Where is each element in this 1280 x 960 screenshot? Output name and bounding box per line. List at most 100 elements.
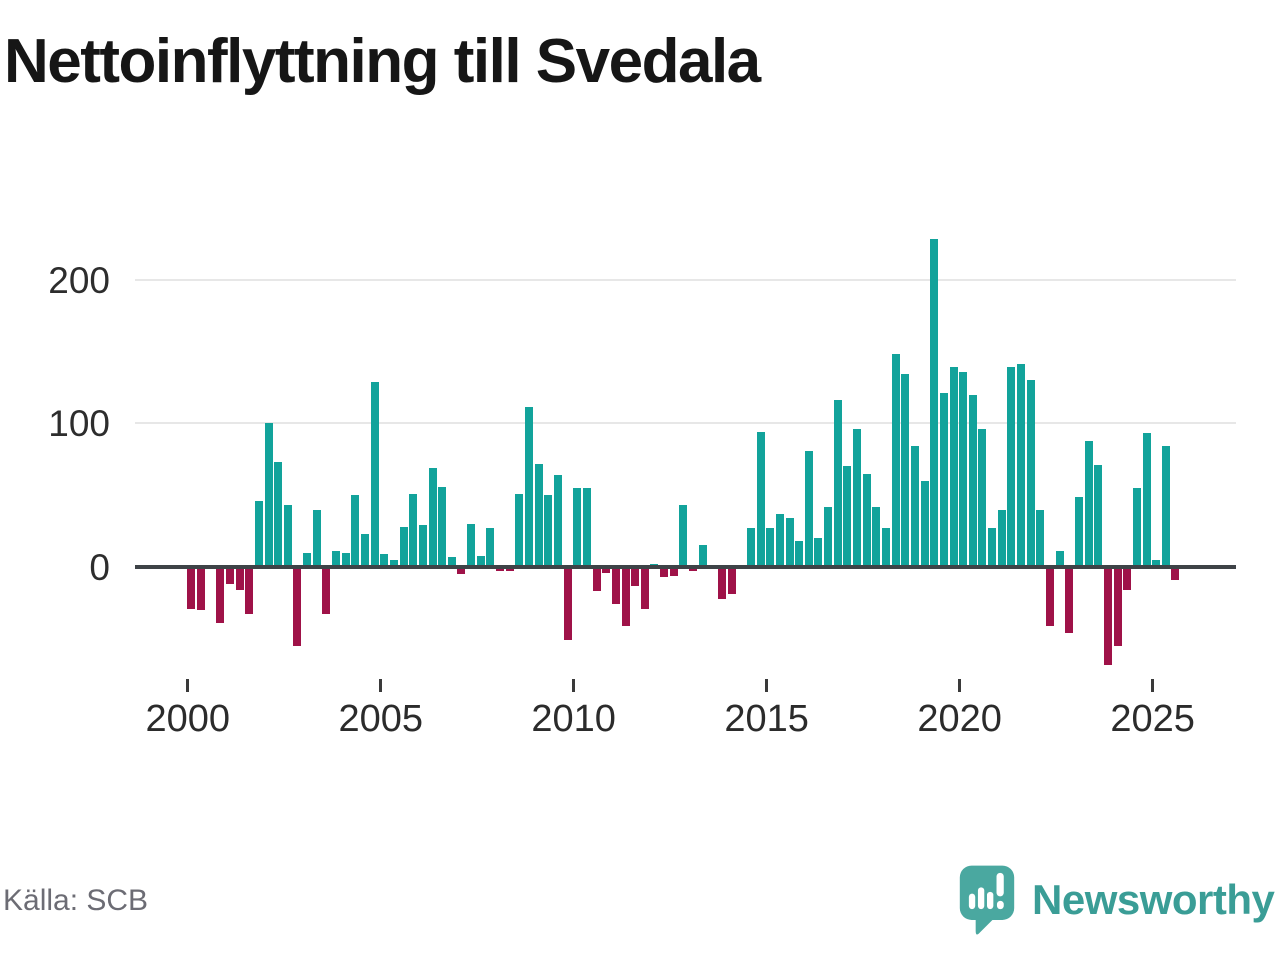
bar-negative [611,567,620,605]
bar-positive [476,555,485,567]
gridline-100 [135,422,1236,425]
bar-positive [553,475,562,567]
x-tick-label: 2000 [145,698,231,740]
bar-positive [814,538,823,568]
x-tick [1151,679,1155,692]
bar-positive [978,429,987,567]
bar-positive [254,500,263,567]
bar-positive [303,552,312,567]
bar-negative [187,567,196,609]
bar-positive [544,495,553,567]
bar-positive [351,495,360,567]
bar-positive [361,533,369,567]
bar-negative [196,567,205,611]
bar-positive [872,506,881,567]
bar-positive [853,429,861,567]
bar-positive [399,526,408,568]
bar-negative [505,567,514,572]
bar-positive [370,381,379,567]
source-caption: Källa: SCB [3,884,149,917]
bar-positive [968,394,977,567]
icon-exclamation-stem [996,872,1004,897]
bar-negative [1123,567,1132,590]
bar-negative [1046,567,1054,626]
bar-negative [717,567,726,599]
bar-negative [631,567,640,586]
bar-positive [1055,551,1064,567]
bar-positive [939,393,948,567]
bar-positive [341,552,350,567]
bar-positive [679,505,688,567]
y-tick-label: 100 [48,403,110,445]
bar-negative [592,567,601,592]
bar-negative [602,567,611,573]
x-tick-label: 2015 [724,698,809,740]
bar-positive [582,487,591,567]
bar-positive [833,400,842,568]
bar-positive [312,509,321,567]
x-tick [572,679,576,692]
bar-positive [438,486,447,567]
bar-positive [901,374,910,567]
x-axis-line [135,565,1236,569]
bar-positive [283,505,292,567]
newsworthy-speech-bubble-chart-icon [959,865,1015,935]
icon-bar-1 [968,893,976,910]
page-title: Nettoinflyttning till Svedala [4,27,761,96]
bar-positive [988,528,997,567]
bar-negative [496,567,504,572]
bar-positive [930,239,939,568]
bar-positive [525,407,533,567]
bar-positive [882,528,890,567]
bar-positive [486,528,495,567]
bar-positive [409,493,418,567]
x-tick-label: 2020 [917,698,1002,740]
bar-positive [920,480,929,568]
bar-positive [824,506,833,567]
bar-positive [1084,440,1093,567]
bar-positive [756,431,765,567]
bar-positive [891,354,900,568]
bar-positive [795,541,804,567]
bar-positive [949,367,958,567]
bar-positive [997,509,1006,567]
bar-positive [515,493,524,567]
bar-negative [727,567,736,595]
bar-positive [1094,464,1103,567]
x-tick [958,679,962,692]
bar-positive [274,462,283,567]
bar-negative [669,567,678,576]
bar-positive [1017,364,1025,567]
bar-negative [1065,567,1074,634]
bar-positive [418,525,427,567]
bar-positive [910,446,919,568]
bar-positive [775,513,784,567]
bar-negative [640,567,649,609]
bar-positive [389,559,398,567]
bar-positive [573,487,582,567]
bar-positive [332,551,340,567]
bar-positive [1132,487,1141,567]
bar-negative [457,567,466,575]
bar-positive [428,467,437,567]
bar-negative [322,567,331,615]
bar-positive [1074,496,1083,567]
icon-bar-2 [977,887,985,910]
y-tick-label: 200 [48,259,110,301]
bar-negative [293,567,302,647]
bar-negative [689,567,697,572]
bar-positive [766,528,775,567]
x-tick-label: 2005 [338,698,424,740]
bar-negative [660,567,669,578]
bar-positive [534,463,543,567]
bar-positive [1026,380,1035,567]
icon-exclamation-dot [996,900,1004,910]
x-tick [186,679,190,692]
bar-positive [804,450,813,567]
bar-negative [621,567,630,626]
bar-positive [1152,559,1161,567]
bar-negative [245,567,254,615]
bar-negative [1171,567,1180,580]
bar-negative [1103,567,1112,665]
